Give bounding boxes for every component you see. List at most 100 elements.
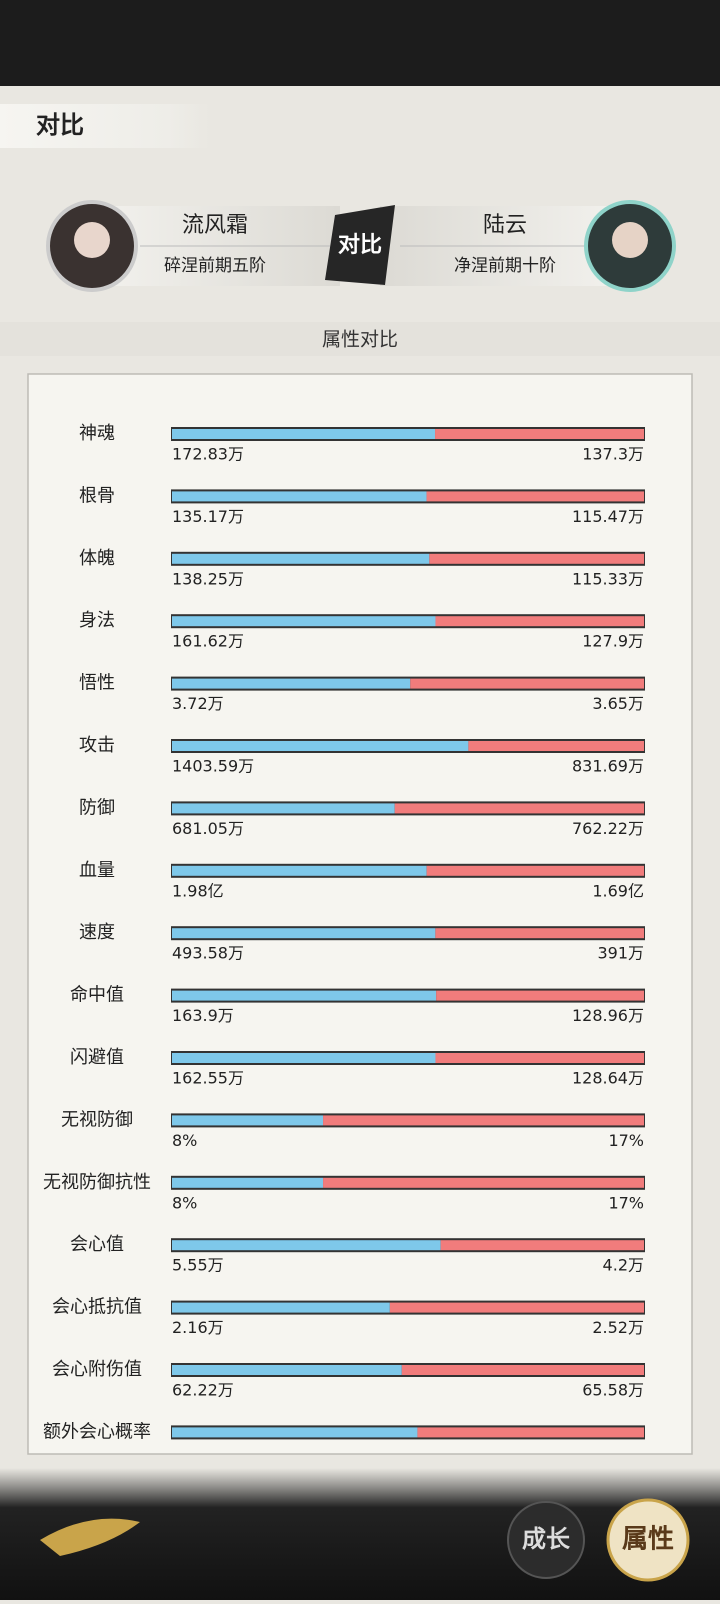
bar-left	[172, 491, 427, 502]
panel	[27, 373, 693, 1455]
left-value: 62.22万	[172, 1381, 234, 1400]
attribute-label: 无视防御抗性	[43, 1172, 151, 1193]
bar-left	[172, 1053, 436, 1063]
section-title: 属性对比	[322, 329, 398, 351]
right-value: 115.33万	[572, 569, 644, 588]
ornament	[40, 1518, 140, 1556]
bar-right	[440, 1240, 644, 1251]
right-value: 3.65万	[592, 694, 644, 713]
bar-right	[389, 1302, 644, 1313]
attribute-label: 攻击	[79, 735, 115, 756]
right-value: 831.69万	[572, 757, 644, 776]
bar-right	[323, 1177, 644, 1188]
bar-right	[426, 865, 644, 876]
right-value: 128.96万	[572, 1006, 644, 1025]
bar-left	[172, 678, 411, 689]
bar-left	[172, 616, 436, 627]
left-value: 681.05万	[172, 819, 244, 838]
left-value: 2.16万	[172, 1318, 224, 1337]
tab-label[interactable]: 属性	[622, 1525, 674, 1555]
right-value: 128.64万	[572, 1069, 644, 1088]
page-title: 对比	[36, 111, 84, 139]
title-strip	[0, 104, 210, 148]
tab-button[interactable]	[507, 1501, 585, 1579]
bar-left	[172, 553, 430, 564]
player-name: 陆云	[483, 213, 527, 238]
right-value: 115.47万	[572, 507, 644, 526]
attribute-label: 悟性	[79, 673, 115, 694]
bar-left	[172, 1302, 390, 1313]
bar-left	[172, 1240, 441, 1251]
attribute-label: 防御	[79, 797, 115, 818]
left-value: 493.58万	[172, 944, 244, 963]
left-value: 8%	[172, 1193, 197, 1212]
player-rank: 净涅前期十阶	[454, 256, 556, 276]
bar-right	[435, 429, 644, 439]
attribute-label: 根骨	[79, 485, 115, 506]
left-value: 5.55万	[172, 1256, 224, 1275]
attribute-label: 会心附伤值	[52, 1359, 142, 1380]
bar-right	[394, 803, 644, 814]
left-value: 163.9万	[172, 1006, 234, 1025]
bar-left	[172, 990, 437, 1001]
bar-right	[417, 1427, 644, 1438]
attribute-label: 额外会心概率	[43, 1421, 151, 1442]
right-value: 17%	[608, 1131, 644, 1150]
bar-left	[172, 928, 436, 939]
right-value: 65.58万	[582, 1381, 644, 1400]
bar-left	[172, 1365, 402, 1375]
right-value: 127.9万	[582, 632, 644, 651]
attribute-label: 体魄	[79, 548, 115, 569]
bar-right	[436, 990, 644, 1001]
bar-right	[435, 616, 644, 627]
vs-badge-bg	[325, 205, 395, 285]
left-value: 1403.59万	[172, 757, 254, 776]
right-value: 1.69亿	[592, 881, 644, 900]
attribute-label: 闪避值	[70, 1047, 124, 1068]
left-value: 3.72万	[172, 694, 224, 713]
tab-button[interactable]	[606, 1498, 690, 1582]
player-rank: 碎涅前期五阶	[164, 256, 266, 276]
bar-right	[410, 678, 644, 689]
right-value: 4.2万	[603, 1256, 644, 1275]
bar-right	[435, 928, 644, 939]
right-value: 137.3万	[582, 445, 644, 464]
bar-right	[468, 741, 644, 751]
left-value: 162.55万	[172, 1069, 244, 1088]
attribute-label: 血量	[79, 860, 115, 881]
vs-badge: 对比	[338, 233, 382, 258]
right-value: 2.52万	[592, 1318, 644, 1337]
bar-left	[172, 1427, 418, 1438]
bar-right	[401, 1365, 644, 1375]
bar-left	[172, 429, 436, 439]
attribute-label: 无视防御	[61, 1109, 133, 1130]
attribute-label: 身法	[79, 610, 115, 631]
bar-right	[323, 1115, 644, 1126]
left-value: 8%	[172, 1131, 197, 1150]
bar-right	[435, 1053, 644, 1063]
bar-right	[426, 491, 644, 502]
avatar-face	[74, 222, 110, 258]
bar-left	[172, 1115, 324, 1126]
right-value: 17%	[608, 1193, 644, 1212]
bar-right	[429, 553, 644, 564]
left-value: 161.62万	[172, 632, 244, 651]
attribute-label: 速度	[79, 922, 115, 943]
left-value: 138.25万	[172, 569, 244, 588]
top-bar	[0, 0, 720, 86]
bar-left	[172, 1177, 324, 1188]
tab-label[interactable]: 成长	[522, 1525, 571, 1553]
left-value: 172.83万	[172, 445, 244, 464]
left-value: 1.98亿	[172, 881, 224, 900]
avatar-face	[612, 222, 648, 258]
right-value: 391万	[597, 944, 644, 963]
section-strip	[0, 322, 720, 356]
left-value: 135.17万	[172, 507, 244, 526]
attribute-label: 会心值	[70, 1234, 124, 1255]
player-name: 流风霜	[182, 213, 248, 238]
bar-left	[172, 803, 395, 814]
attribute-label: 命中值	[70, 985, 124, 1006]
